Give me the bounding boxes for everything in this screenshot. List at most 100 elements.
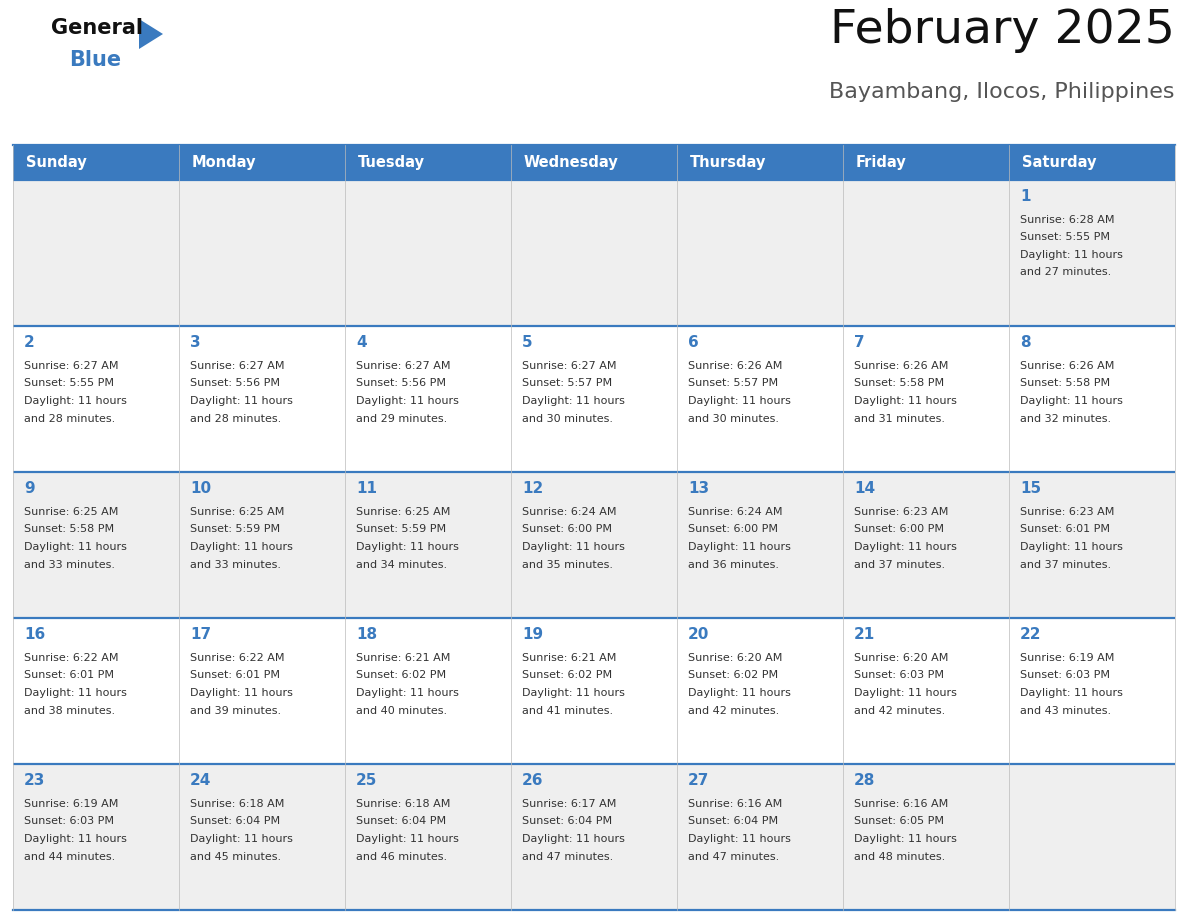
Text: 1: 1	[1020, 189, 1030, 204]
Text: Bayambang, Ilocos, Philippines: Bayambang, Ilocos, Philippines	[829, 82, 1175, 102]
Text: Daylight: 11 hours: Daylight: 11 hours	[356, 688, 459, 698]
Text: 28: 28	[854, 773, 876, 788]
Text: Sunset: 6:00 PM: Sunset: 6:00 PM	[854, 524, 944, 534]
Text: Sunset: 5:56 PM: Sunset: 5:56 PM	[356, 378, 446, 388]
Text: and 40 minutes.: and 40 minutes.	[356, 706, 447, 715]
Text: Sunset: 6:04 PM: Sunset: 6:04 PM	[356, 816, 447, 826]
Text: Daylight: 11 hours: Daylight: 11 hours	[356, 542, 459, 552]
Bar	[345, 145, 511, 180]
Bar	[677, 145, 843, 180]
Text: Sunrise: 6:16 AM: Sunrise: 6:16 AM	[854, 799, 948, 809]
Text: Sunrise: 6:27 AM: Sunrise: 6:27 AM	[24, 361, 119, 371]
Text: Daylight: 11 hours: Daylight: 11 hours	[522, 688, 625, 698]
Text: Daylight: 11 hours: Daylight: 11 hours	[24, 542, 127, 552]
Text: Sunrise: 6:25 AM: Sunrise: 6:25 AM	[190, 507, 284, 517]
Bar	[13, 326, 1175, 472]
Text: and 31 minutes.: and 31 minutes.	[854, 413, 944, 423]
Text: Daylight: 11 hours: Daylight: 11 hours	[1020, 396, 1123, 406]
Bar	[13, 618, 1175, 764]
Text: Daylight: 11 hours: Daylight: 11 hours	[688, 542, 791, 552]
Text: 10: 10	[190, 481, 211, 496]
Text: 15: 15	[1020, 481, 1041, 496]
Text: General: General	[51, 18, 143, 38]
Text: Sunset: 5:55 PM: Sunset: 5:55 PM	[1020, 232, 1110, 242]
Text: Daylight: 11 hours: Daylight: 11 hours	[1020, 250, 1123, 260]
Text: 26: 26	[522, 773, 543, 788]
Text: and 35 minutes.: and 35 minutes.	[522, 559, 613, 569]
Text: Daylight: 11 hours: Daylight: 11 hours	[688, 834, 791, 844]
Text: Daylight: 11 hours: Daylight: 11 hours	[356, 396, 459, 406]
Text: 12: 12	[522, 481, 543, 496]
Text: Sunrise: 6:23 AM: Sunrise: 6:23 AM	[854, 507, 948, 517]
Text: 5: 5	[522, 335, 532, 350]
Text: and 30 minutes.: and 30 minutes.	[522, 413, 613, 423]
Text: Wednesday: Wednesday	[524, 155, 619, 170]
Text: Sunrise: 6:18 AM: Sunrise: 6:18 AM	[356, 799, 450, 809]
Text: and 33 minutes.: and 33 minutes.	[24, 559, 115, 569]
Bar	[1009, 145, 1175, 180]
Text: Sunday: Sunday	[26, 155, 87, 170]
Text: 18: 18	[356, 627, 377, 642]
Text: Sunrise: 6:28 AM: Sunrise: 6:28 AM	[1020, 215, 1114, 225]
Text: and 44 minutes.: and 44 minutes.	[24, 852, 115, 861]
Text: 27: 27	[688, 773, 709, 788]
Text: 4: 4	[356, 335, 367, 350]
Text: and 39 minutes.: and 39 minutes.	[190, 706, 282, 715]
Text: 22: 22	[1020, 627, 1042, 642]
Text: 7: 7	[854, 335, 865, 350]
Polygon shape	[139, 19, 163, 49]
Text: Sunset: 6:01 PM: Sunset: 6:01 PM	[24, 670, 114, 680]
Text: Thursday: Thursday	[690, 155, 766, 170]
Text: Sunrise: 6:23 AM: Sunrise: 6:23 AM	[1020, 507, 1114, 517]
Text: 13: 13	[688, 481, 709, 496]
Text: 14: 14	[854, 481, 876, 496]
Text: Daylight: 11 hours: Daylight: 11 hours	[522, 834, 625, 844]
Text: Sunrise: 6:27 AM: Sunrise: 6:27 AM	[356, 361, 450, 371]
Text: Sunrise: 6:19 AM: Sunrise: 6:19 AM	[24, 799, 119, 809]
Text: 25: 25	[356, 773, 378, 788]
Text: Sunrise: 6:19 AM: Sunrise: 6:19 AM	[1020, 653, 1114, 663]
Text: Sunrise: 6:20 AM: Sunrise: 6:20 AM	[854, 653, 948, 663]
Text: and 28 minutes.: and 28 minutes.	[190, 413, 282, 423]
Text: and 37 minutes.: and 37 minutes.	[1020, 559, 1111, 569]
Text: and 27 minutes.: and 27 minutes.	[1020, 267, 1111, 277]
Text: Sunrise: 6:26 AM: Sunrise: 6:26 AM	[854, 361, 948, 371]
Bar	[13, 472, 1175, 618]
Text: and 28 minutes.: and 28 minutes.	[24, 413, 115, 423]
Text: 24: 24	[190, 773, 211, 788]
Text: Sunrise: 6:18 AM: Sunrise: 6:18 AM	[190, 799, 284, 809]
Text: Friday: Friday	[857, 155, 906, 170]
Text: Sunset: 5:57 PM: Sunset: 5:57 PM	[522, 378, 612, 388]
Text: Sunrise: 6:16 AM: Sunrise: 6:16 AM	[688, 799, 782, 809]
Text: Daylight: 11 hours: Daylight: 11 hours	[854, 396, 956, 406]
Text: Daylight: 11 hours: Daylight: 11 hours	[356, 834, 459, 844]
Text: Sunset: 5:57 PM: Sunset: 5:57 PM	[688, 378, 778, 388]
Text: Sunset: 5:59 PM: Sunset: 5:59 PM	[190, 524, 280, 534]
Text: and 37 minutes.: and 37 minutes.	[854, 559, 946, 569]
Text: Sunrise: 6:24 AM: Sunrise: 6:24 AM	[688, 507, 783, 517]
Text: February 2025: February 2025	[830, 8, 1175, 53]
Text: Daylight: 11 hours: Daylight: 11 hours	[24, 396, 127, 406]
Text: Sunset: 5:58 PM: Sunset: 5:58 PM	[854, 378, 944, 388]
Text: and 47 minutes.: and 47 minutes.	[688, 852, 779, 861]
Text: and 34 minutes.: and 34 minutes.	[356, 559, 447, 569]
Text: 20: 20	[688, 627, 709, 642]
Text: Daylight: 11 hours: Daylight: 11 hours	[854, 688, 956, 698]
Text: Sunset: 6:01 PM: Sunset: 6:01 PM	[1020, 524, 1110, 534]
Text: 8: 8	[1020, 335, 1031, 350]
Text: Sunrise: 6:25 AM: Sunrise: 6:25 AM	[24, 507, 119, 517]
Text: Daylight: 11 hours: Daylight: 11 hours	[190, 834, 293, 844]
Text: Tuesday: Tuesday	[358, 155, 425, 170]
Text: Monday: Monday	[192, 155, 257, 170]
Text: Sunset: 6:00 PM: Sunset: 6:00 PM	[688, 524, 778, 534]
Bar	[13, 145, 179, 180]
Text: 16: 16	[24, 627, 45, 642]
Text: Sunrise: 6:26 AM: Sunrise: 6:26 AM	[1020, 361, 1114, 371]
Text: 11: 11	[356, 481, 377, 496]
Text: and 41 minutes.: and 41 minutes.	[522, 706, 613, 715]
Text: Daylight: 11 hours: Daylight: 11 hours	[522, 542, 625, 552]
Text: Sunset: 6:05 PM: Sunset: 6:05 PM	[854, 816, 944, 826]
Text: Sunset: 5:55 PM: Sunset: 5:55 PM	[24, 378, 114, 388]
Text: and 46 minutes.: and 46 minutes.	[356, 852, 447, 861]
Text: Daylight: 11 hours: Daylight: 11 hours	[1020, 688, 1123, 698]
